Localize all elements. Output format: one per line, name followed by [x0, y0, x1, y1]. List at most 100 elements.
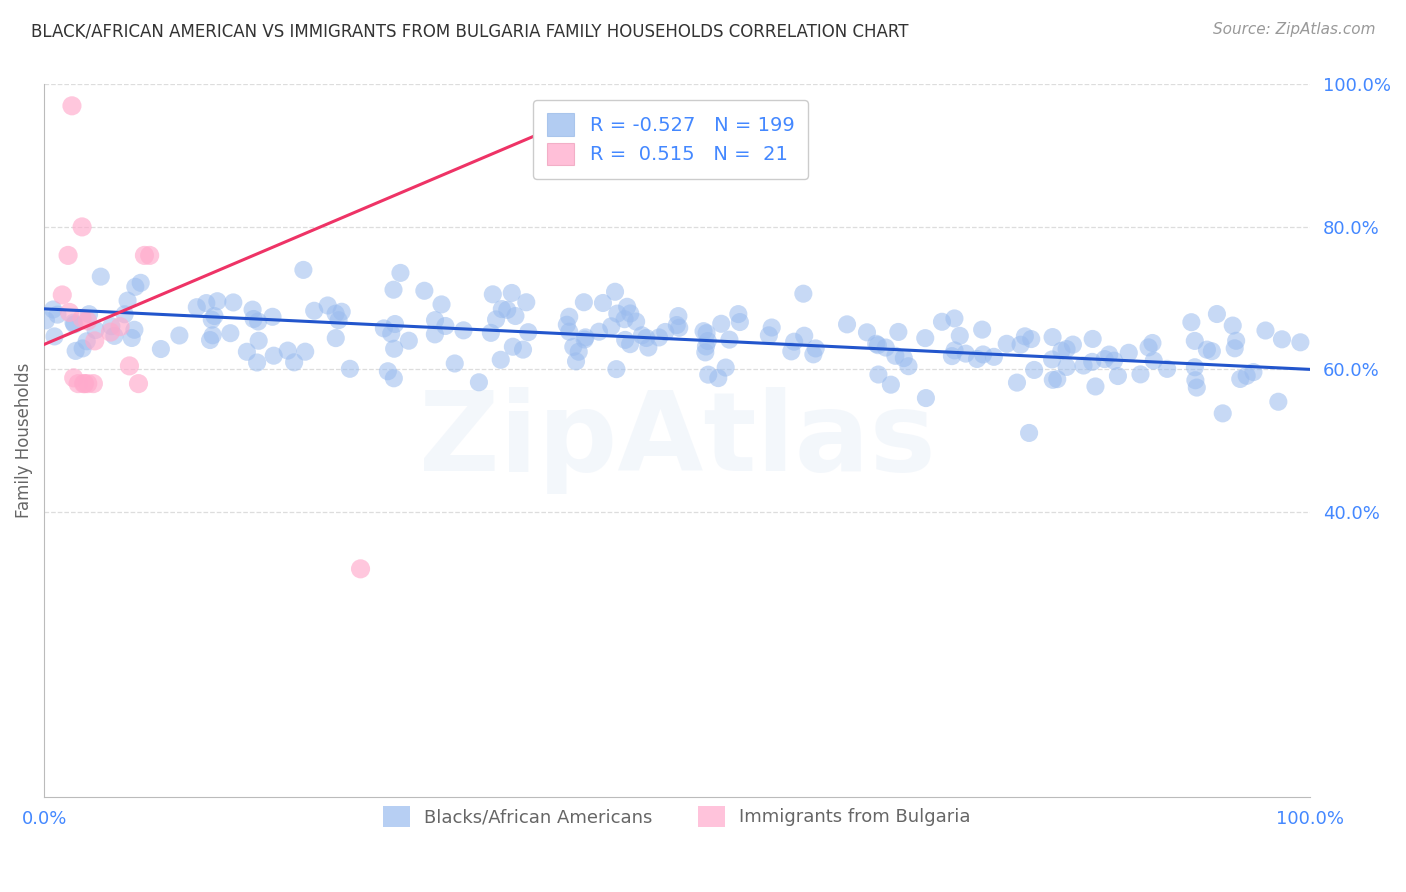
- Point: [219, 326, 242, 341]
- Point: [1201, 344, 1223, 359]
- Point: [453, 323, 475, 337]
- Point: [67, 376, 90, 391]
- Point: [1142, 336, 1164, 351]
- Point: [263, 349, 285, 363]
- Point: [384, 317, 406, 331]
- Text: ZipAtlas: ZipAtlas: [419, 387, 935, 494]
- Point: [201, 312, 224, 326]
- Point: [727, 307, 749, 321]
- Point: [793, 328, 815, 343]
- Point: [783, 334, 806, 349]
- Point: [1040, 352, 1063, 367]
- Point: [60, 99, 83, 113]
- Point: [127, 376, 149, 391]
- Point: [606, 307, 628, 321]
- Point: [339, 361, 361, 376]
- Point: [915, 391, 938, 405]
- Point: [149, 342, 172, 356]
- Point: [242, 302, 264, 317]
- Point: [1005, 376, 1028, 390]
- Point: [792, 286, 814, 301]
- Point: [801, 347, 824, 361]
- Point: [943, 311, 966, 326]
- Point: [434, 318, 457, 333]
- Point: [443, 356, 465, 370]
- Point: [247, 314, 270, 328]
- Point: [51, 288, 73, 302]
- Point: [605, 362, 627, 376]
- Point: [1289, 335, 1312, 350]
- Point: [1118, 345, 1140, 359]
- Point: [382, 342, 405, 356]
- Point: [949, 328, 972, 343]
- Point: [966, 351, 988, 366]
- Point: [568, 344, 591, 359]
- Point: [636, 331, 658, 345]
- Point: [1042, 330, 1064, 344]
- Point: [1042, 373, 1064, 387]
- Point: [138, 248, 160, 262]
- Point: [77, 307, 100, 321]
- Point: [865, 336, 887, 351]
- Point: [696, 326, 718, 340]
- Point: [65, 343, 87, 358]
- Point: [72, 342, 94, 356]
- Point: [491, 302, 513, 317]
- Point: [1019, 332, 1042, 346]
- Point: [592, 296, 614, 310]
- Point: [600, 319, 623, 334]
- Point: [186, 300, 208, 314]
- Point: [707, 371, 730, 385]
- Point: [302, 303, 325, 318]
- Point: [1081, 355, 1104, 369]
- Point: [468, 376, 491, 390]
- Point: [1098, 348, 1121, 362]
- Point: [63, 318, 86, 332]
- Point: [761, 320, 783, 334]
- Point: [555, 318, 578, 332]
- Point: [1225, 334, 1247, 348]
- Point: [84, 323, 107, 337]
- Point: [1195, 343, 1218, 357]
- Point: [804, 342, 827, 356]
- Point: [995, 336, 1018, 351]
- Point: [565, 354, 588, 368]
- Point: [58, 305, 80, 319]
- Point: [875, 341, 897, 355]
- Point: [82, 376, 104, 391]
- Point: [1267, 394, 1289, 409]
- Point: [73, 376, 96, 391]
- Point: [1081, 332, 1104, 346]
- Point: [496, 302, 519, 317]
- Point: [897, 359, 920, 374]
- Point: [603, 285, 626, 299]
- Point: [121, 331, 143, 345]
- Point: [1184, 373, 1206, 387]
- Point: [242, 312, 264, 326]
- Point: [1222, 318, 1244, 333]
- Point: [1010, 337, 1032, 351]
- Point: [616, 300, 638, 314]
- Point: [1062, 337, 1084, 351]
- Point: [780, 344, 803, 359]
- Point: [1107, 369, 1129, 384]
- Point: [1018, 425, 1040, 440]
- Point: [695, 339, 717, 353]
- Point: [955, 346, 977, 360]
- Point: [613, 312, 636, 326]
- Point: [517, 325, 540, 339]
- Point: [134, 248, 156, 262]
- Point: [1254, 324, 1277, 338]
- Point: [1073, 359, 1095, 373]
- Point: [349, 562, 371, 576]
- Point: [696, 334, 718, 348]
- Point: [887, 325, 910, 339]
- Point: [70, 311, 93, 326]
- Point: [697, 368, 720, 382]
- Point: [398, 334, 420, 348]
- Point: [46, 308, 69, 322]
- Point: [619, 306, 641, 320]
- Point: [654, 325, 676, 339]
- Point: [718, 333, 741, 347]
- Point: [35, 313, 58, 327]
